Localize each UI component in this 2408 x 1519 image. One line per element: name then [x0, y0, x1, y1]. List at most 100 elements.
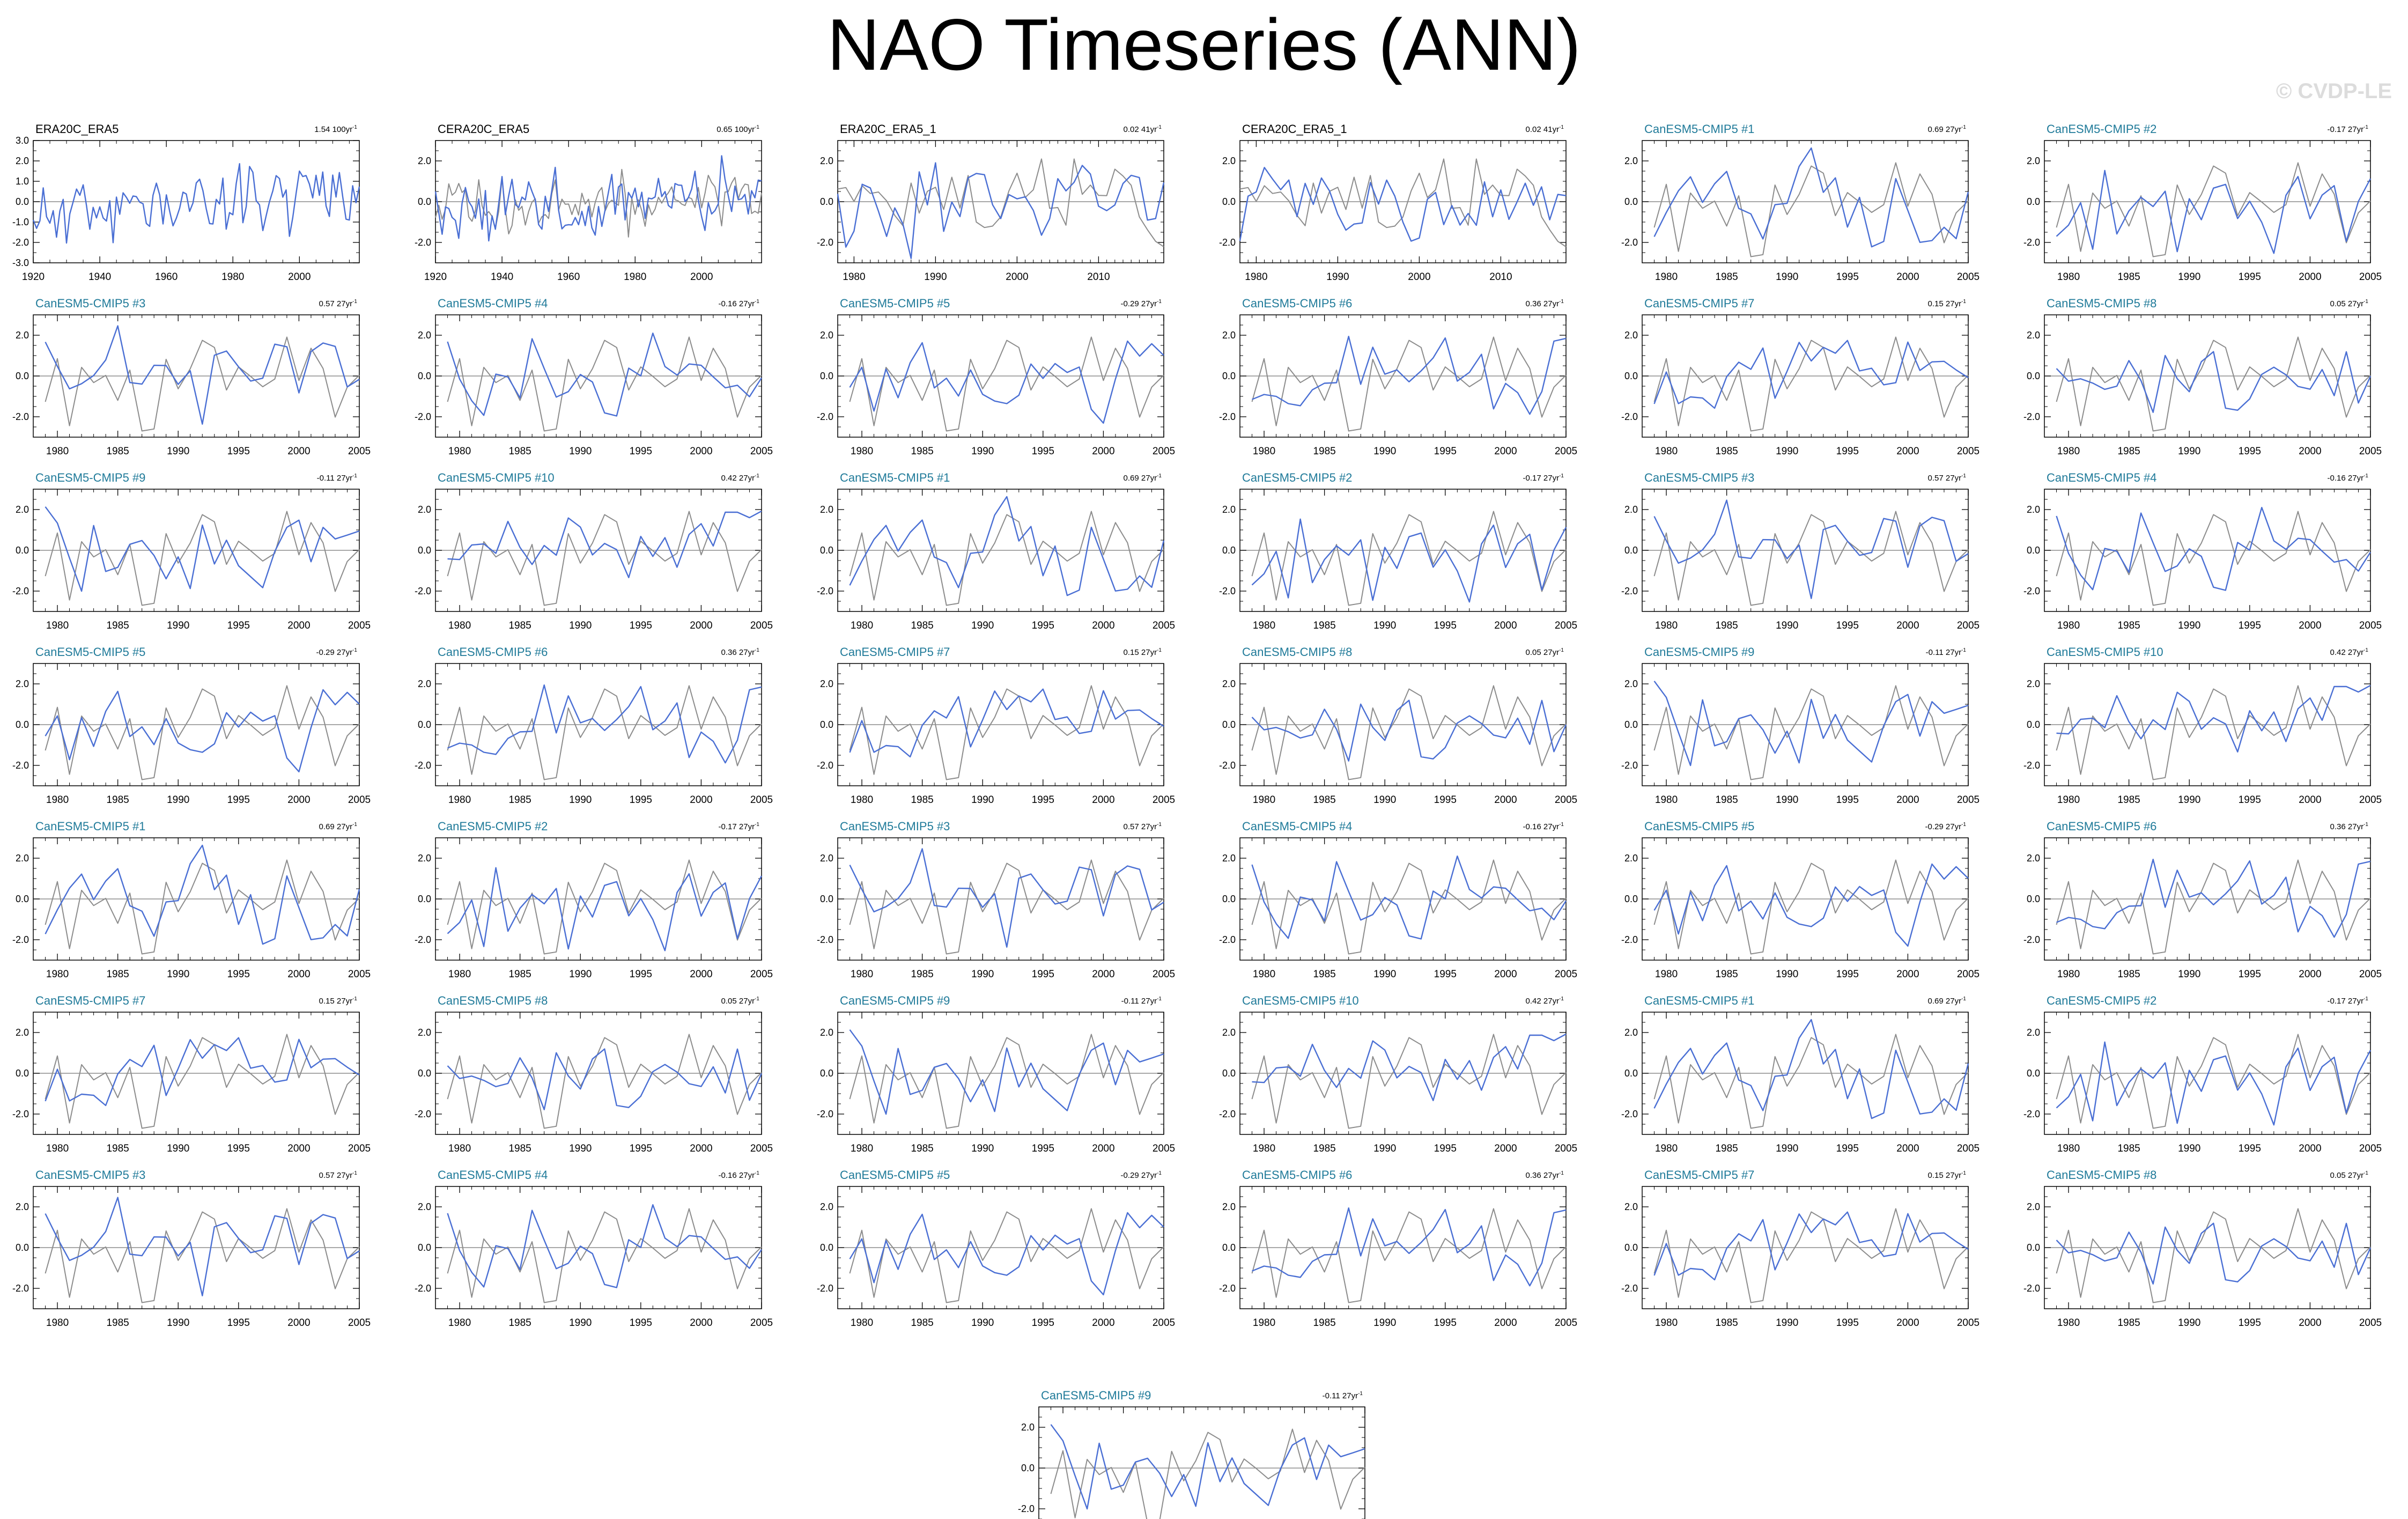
x-tick-label: 1990: [2178, 794, 2200, 806]
y-tick-label: 2.0: [1222, 1201, 1236, 1212]
panel-36: CanESM5-CMIP5 #2 -0.17 27yr-1 1980 1985 1990…: [2023, 994, 2382, 1154]
y-tick-label: 0.0: [418, 894, 431, 904]
y-tick-label: 2.0: [1222, 504, 1236, 515]
y-tick-label: 2.0: [1222, 156, 1236, 166]
x-tick-label: 2000: [1494, 1317, 1517, 1329]
x-tick-label: 1990: [167, 794, 189, 806]
y-tick-label: -2.0: [2023, 586, 2040, 596]
model-series-line: [447, 1204, 763, 1288]
x-tick-label: 1990: [2178, 1317, 2200, 1329]
panel-title: CanESM5-CMIP5 #4: [438, 297, 548, 310]
x-tick-label: 2005: [1555, 1317, 1577, 1329]
observed-series-line: [1251, 336, 1567, 432]
x-tick-label: 2005: [348, 794, 371, 806]
panel-title: CanESM5-CMIP5 #8: [438, 994, 548, 1007]
panel-title: CanESM5-CMIP5 #8: [2047, 297, 2156, 310]
observed-series-line: [837, 158, 1164, 247]
x-tick-label: 1990: [971, 1317, 994, 1329]
x-tick-label: 2000: [690, 1143, 712, 1154]
model-series-line: [1251, 855, 1567, 940]
panel-title: CanESM5-CMIP5 #6: [1242, 1168, 1352, 1182]
x-tick-label: 1985: [106, 620, 129, 631]
model-series-line: [45, 689, 360, 773]
x-tick-label: 2005: [750, 446, 773, 457]
y-tick-label: 2.0: [820, 1201, 833, 1212]
x-tick-label: 1985: [106, 446, 129, 457]
model-series-line: [1653, 340, 1969, 409]
y-tick-label: 0.0: [2027, 1068, 2040, 1079]
x-tick-label: 1980: [2057, 446, 2080, 457]
y-tick-label: -2.0: [12, 760, 29, 771]
panel-title: CanESM5-CMIP5 #9: [840, 994, 950, 1007]
x-tick-label: 2005: [2359, 794, 2382, 806]
x-tick-label: 2005: [1153, 620, 1175, 631]
observed-series-line: [2056, 1208, 2371, 1303]
y-tick-label: 2.0: [16, 156, 29, 166]
x-tick-label: 2005: [750, 1317, 773, 1329]
y-tick-label: 2.0: [2027, 330, 2040, 341]
y-tick-label: -2.0: [1621, 586, 1638, 596]
panel-title: CanESM5-CMIP5 #1: [1644, 122, 1754, 136]
x-tick-label: 1990: [1373, 1317, 1396, 1329]
x-tick-label: 1990: [167, 969, 189, 980]
panel-6: CanESM5-CMIP5 #2 -0.17 27yr-1 1980 1985 1990…: [2023, 122, 2382, 283]
x-tick-label: 1995: [1032, 969, 1054, 980]
panel-11: CanESM5-CMIP5 #7 0.15 27yr-1 1980 1985 1990 1…: [1621, 297, 1979, 457]
model-series-line: [849, 1212, 1164, 1296]
observed-series-line: [447, 859, 762, 955]
x-tick-label: 2005: [1957, 969, 1979, 980]
x-tick-label: 1995: [1032, 1143, 1054, 1154]
x-tick-label: 1990: [1373, 620, 1396, 631]
y-tick-label: -2.0: [12, 1109, 29, 1119]
x-tick-label: 1985: [911, 446, 933, 457]
x-tick-label: 2000: [1494, 1143, 1517, 1154]
trend-label: -0.17 27yr-1: [719, 822, 760, 831]
y-tick-label: 0.0: [16, 196, 29, 207]
panel-title: CanESM5-CMIP5 #3: [840, 820, 950, 833]
x-tick-label: 1980: [1253, 794, 1275, 806]
x-tick-label: 1980: [2057, 1317, 2080, 1329]
x-tick-label: 2000: [2299, 271, 2321, 283]
y-tick-label: -2.0: [2023, 411, 2040, 422]
model-series-line: [45, 844, 360, 945]
x-tick-label: 1995: [2239, 271, 2261, 283]
x-tick-label: 2010: [1489, 271, 1512, 283]
model-series-line: [45, 325, 360, 425]
y-tick-label: 0.0: [418, 196, 431, 207]
model-series-line: [45, 1197, 360, 1296]
y-tick-label: 2.0: [1222, 1027, 1236, 1038]
x-tick-label: 2000: [287, 969, 310, 980]
y-tick-label: 0.0: [820, 894, 833, 904]
x-tick-label: 2005: [750, 794, 773, 806]
y-tick-label: 0.0: [418, 1068, 431, 1079]
model-series-line: [1653, 863, 1969, 947]
y-tick-label: 0.0: [1222, 196, 1236, 207]
y-tick-label: 2.0: [1222, 853, 1236, 864]
trend-label: 0.05 27yr-1: [2330, 1170, 2369, 1180]
x-tick-label: 1995: [227, 620, 250, 631]
y-tick-label: 0.0: [16, 545, 29, 556]
panel-title: CanESM5-CMIP5 #1: [1644, 994, 1754, 1007]
x-tick-label: 2005: [1957, 446, 1979, 457]
x-tick-label: 1995: [1836, 794, 1859, 806]
panel-title: ERA20C_ERA5_1: [840, 122, 936, 136]
x-tick-label: 2000: [1896, 620, 1919, 631]
trend-label: -0.11 27yr-1: [317, 473, 358, 483]
x-tick-label: 1990: [924, 271, 947, 283]
x-tick-label: 2005: [1957, 794, 1979, 806]
x-tick-label: 2000: [690, 1317, 712, 1329]
observed-series-line: [45, 685, 360, 780]
panel-15: CanESM5-CMIP5 #1 0.69 27yr-1 1980 1985 1990 1…: [817, 471, 1175, 631]
x-tick-label: 1990: [2178, 271, 2200, 283]
y-tick-label: -2.0: [415, 237, 431, 248]
panel-7: CanESM5-CMIP5 #3 0.57 27yr-1 1980 1985 1990 1…: [12, 297, 371, 457]
model-series-line: [1252, 1207, 1567, 1287]
panel-25: CanESM5-CMIP5 #1 0.69 27yr-1 1980 1985 1990 1…: [12, 820, 371, 980]
panel-title: CanESM5-CMIP5 #3: [35, 297, 145, 310]
x-tick-label: 1990: [1776, 620, 1798, 631]
trend-label: 0.57 27yr-1: [319, 299, 358, 308]
y-tick-label: 2.0: [820, 330, 833, 341]
x-tick-label: 1985: [106, 969, 129, 980]
x-tick-label: 2000: [1494, 620, 1517, 631]
